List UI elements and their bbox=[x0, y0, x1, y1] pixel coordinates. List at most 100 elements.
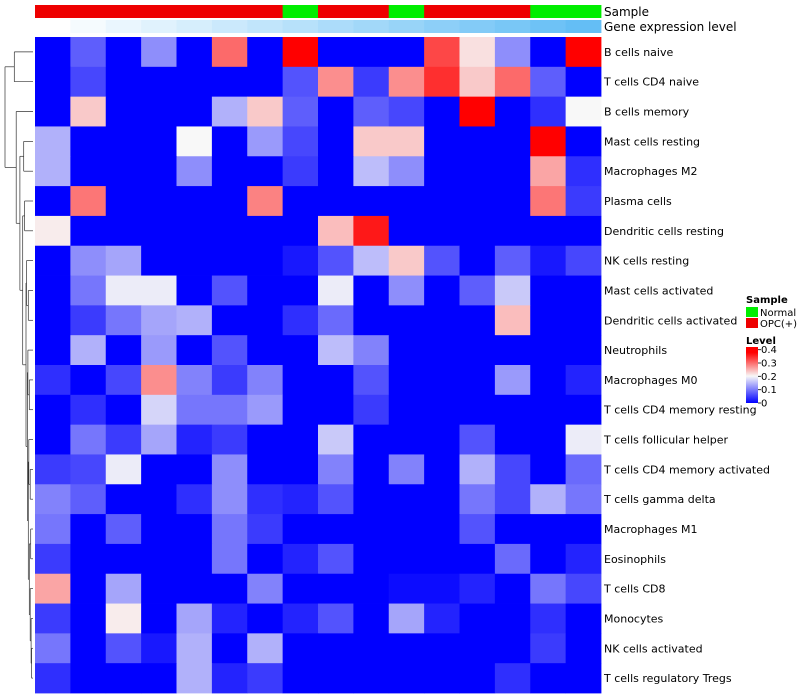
heatmap-cell bbox=[247, 543, 284, 575]
heatmap-cell bbox=[424, 663, 460, 694]
heatmap-cell bbox=[70, 454, 107, 485]
row-label: T cells follicular helper bbox=[603, 434, 729, 447]
heatmap-cell bbox=[318, 603, 354, 634]
heatmap-cell bbox=[424, 633, 460, 664]
heatmap-cell bbox=[141, 126, 177, 157]
row-label: T cells CD4 naive bbox=[603, 76, 699, 89]
row-label: Mast cells activated bbox=[604, 284, 713, 297]
heatmap-cell bbox=[282, 96, 319, 127]
heatmap-cell bbox=[176, 543, 213, 575]
heatmap-cell bbox=[353, 663, 390, 694]
heatmap-cell bbox=[424, 454, 460, 485]
expression-annotation-cell bbox=[318, 20, 354, 33]
heatmap-cell bbox=[70, 603, 107, 634]
heatmap-cell bbox=[35, 394, 71, 426]
heatmap-cell bbox=[247, 186, 284, 217]
heatmap-cell bbox=[176, 245, 213, 276]
heatmap-cell bbox=[565, 573, 602, 604]
expression-annotation-cell bbox=[176, 20, 213, 33]
heatmap-cell bbox=[388, 305, 425, 336]
row-label: B cells naive bbox=[604, 46, 673, 59]
heatmap-cell bbox=[176, 37, 213, 68]
heatmap-cell bbox=[282, 37, 319, 68]
heatmap-cell bbox=[141, 424, 177, 455]
row-label: NK cells activated bbox=[604, 642, 703, 655]
row-label: NK cells resting bbox=[604, 255, 689, 268]
heatmap-cell bbox=[353, 335, 390, 366]
heatmap-cell bbox=[318, 275, 354, 306]
heatmap-cell bbox=[70, 156, 107, 187]
heatmap-cell bbox=[388, 37, 425, 68]
heatmap-cell bbox=[530, 394, 567, 426]
heatmap-cell bbox=[388, 573, 425, 604]
heatmap-cell bbox=[70, 335, 107, 366]
legend-level-tick-label: 0.3 bbox=[761, 359, 777, 370]
heatmap-cell bbox=[494, 543, 531, 575]
legend-normal-label: Normal bbox=[760, 308, 796, 319]
heatmap-cell bbox=[494, 335, 531, 366]
sample-annotation-cell bbox=[70, 5, 107, 18]
heatmap-cell bbox=[459, 663, 496, 694]
sample-annotation-cell bbox=[353, 5, 390, 18]
expression-annotation-cell bbox=[211, 20, 248, 33]
row-label: Macrophages M2 bbox=[604, 165, 697, 178]
heatmap-cell bbox=[494, 305, 531, 336]
heatmap-cell bbox=[70, 394, 107, 426]
heatmap-cell bbox=[424, 37, 460, 68]
heatmap-cell bbox=[424, 305, 460, 336]
heatmap-cell bbox=[565, 156, 602, 187]
heatmap-cell bbox=[318, 186, 354, 217]
heatmap-cell bbox=[105, 663, 142, 694]
heatmap-cell bbox=[424, 96, 460, 127]
heatmap-cell bbox=[141, 96, 177, 127]
heatmap-cell bbox=[565, 335, 602, 366]
heatmap-cell bbox=[565, 454, 602, 485]
heatmap-cell bbox=[494, 37, 531, 68]
heatmap-cell bbox=[211, 186, 248, 217]
heatmap-cell bbox=[353, 186, 390, 217]
heatmap-cell bbox=[459, 365, 496, 396]
heatmap-cell bbox=[282, 663, 319, 694]
expression-annotation-cell bbox=[565, 20, 602, 33]
heatmap-cell bbox=[530, 275, 567, 306]
heatmap-cell bbox=[35, 245, 71, 276]
heatmap-cell bbox=[353, 514, 390, 545]
heatmap-cell bbox=[141, 394, 177, 426]
row-label: Macrophages M1 bbox=[604, 523, 697, 536]
heatmap-cell bbox=[353, 37, 390, 68]
heatmap-cell bbox=[530, 603, 567, 634]
heatmap-cell bbox=[35, 37, 71, 68]
heatmap-cell bbox=[494, 633, 531, 664]
heatmap-cell bbox=[565, 424, 602, 455]
legend-level-title: Level bbox=[746, 336, 776, 347]
heatmap-cell bbox=[494, 186, 531, 217]
heatmap-cell bbox=[565, 633, 602, 664]
heatmap-cell bbox=[318, 543, 354, 575]
heatmap-cell bbox=[459, 514, 496, 545]
heatmap-cell bbox=[424, 514, 460, 545]
heatmap-cell bbox=[353, 603, 390, 634]
heatmap-cell bbox=[176, 514, 213, 545]
heatmap-cell bbox=[282, 126, 319, 157]
heatmap-cell bbox=[70, 186, 107, 217]
heatmap-cell bbox=[35, 633, 71, 664]
legend-sample-title: Sample bbox=[746, 295, 788, 306]
legend-level-tick-label: 0.1 bbox=[761, 385, 777, 396]
legend-level-tick-label: 0.2 bbox=[761, 372, 777, 383]
heatmap-cell bbox=[530, 543, 567, 575]
heatmap-cell bbox=[530, 66, 567, 98]
row-label: T cells CD8 bbox=[603, 583, 666, 596]
heatmap-cell bbox=[70, 215, 107, 247]
heatmap-cell bbox=[459, 156, 496, 187]
heatmap-cell bbox=[176, 186, 213, 217]
heatmap-cell bbox=[282, 454, 319, 485]
row-label: T cells CD4 memory activated bbox=[603, 463, 770, 476]
heatmap-cell bbox=[211, 573, 248, 604]
heatmap-cell bbox=[176, 215, 213, 247]
heatmap-cell bbox=[318, 424, 354, 455]
heatmap-cell bbox=[494, 514, 531, 545]
expression-annotation-cell bbox=[353, 20, 390, 33]
heatmap-cell bbox=[247, 454, 284, 485]
sample-annotation-cell bbox=[211, 5, 248, 18]
